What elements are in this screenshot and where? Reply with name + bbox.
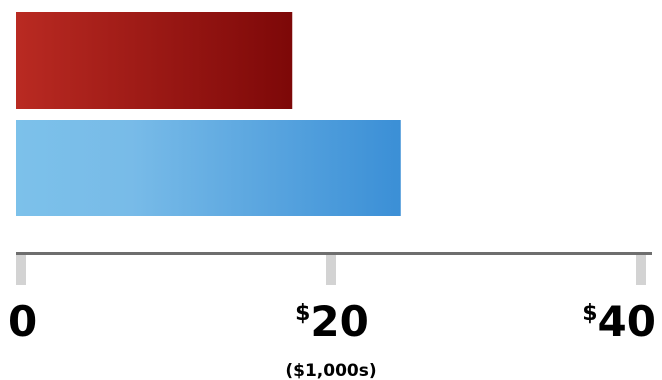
- x-axis: 0 $20 $40: [8, 252, 656, 346]
- x-axis-title: ($1,000s): [285, 361, 376, 380]
- bar-1: [16, 12, 293, 109]
- currency-symbol: $: [295, 301, 310, 326]
- tick-value: 0: [8, 297, 37, 346]
- tick-value: 20: [310, 297, 368, 346]
- x-tick-label: $40: [582, 297, 656, 346]
- x-tick-mark: [636, 255, 646, 285]
- x-tick-mark: [326, 255, 336, 285]
- bars-group: [16, 12, 401, 216]
- x-axis-line: [16, 252, 652, 255]
- x-tick-mark: [16, 255, 26, 285]
- bar-2: [16, 120, 401, 216]
- x-tick-label: 0: [8, 297, 37, 346]
- currency-symbol: $: [582, 301, 597, 326]
- tick-value: 40: [598, 297, 656, 346]
- x-tick-label: $20: [295, 297, 369, 346]
